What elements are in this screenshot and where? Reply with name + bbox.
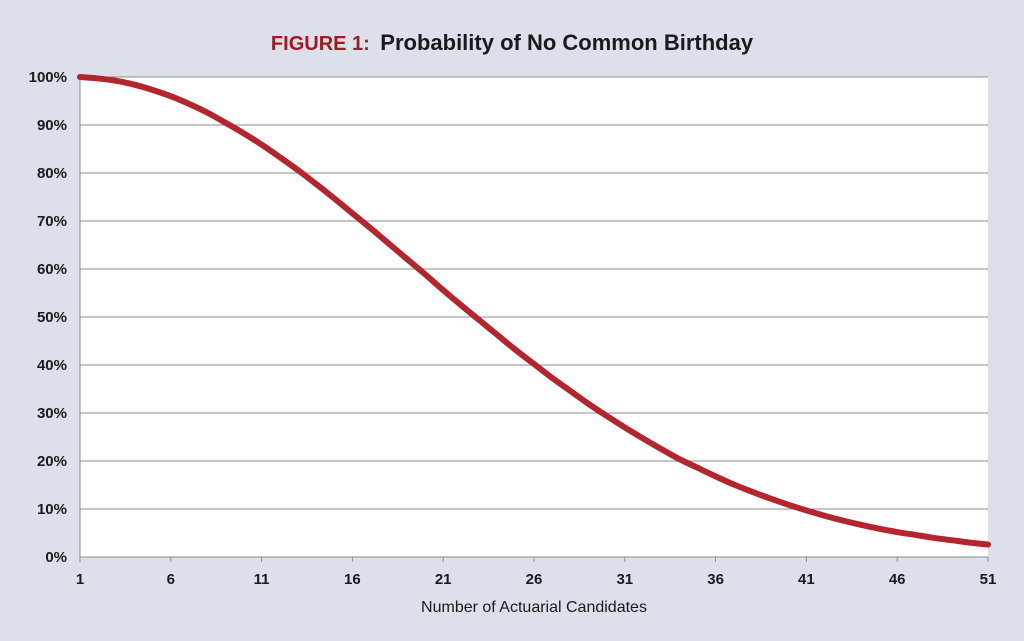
y-tick-label: 50% [37, 309, 67, 326]
y-tick-label: 80% [37, 165, 67, 182]
y-tick-label: 40% [37, 357, 67, 374]
y-axis-ticks: 0% 10% 20% 30% 40% 50% 60% 70% 80% 90% 100% [29, 69, 67, 566]
x-tick-label: 11 [254, 571, 270, 588]
chart-title: FIGURE 1: Probability of No Common Birth… [271, 30, 754, 55]
y-tick-label: 60% [37, 261, 67, 278]
x-tick-label: 16 [344, 571, 361, 588]
y-tick-label: 70% [37, 213, 67, 230]
series-line-probability [77, 74, 991, 548]
y-tick-label: 90% [37, 117, 67, 134]
x-tick-label: 46 [889, 571, 906, 588]
x-tick-label: 36 [707, 571, 724, 588]
x-axis-title: Number of Actuarial Candidates [421, 599, 647, 616]
x-tick-label: 26 [526, 571, 543, 588]
x-tick-label: 41 [798, 571, 815, 588]
x-tick-label: 21 [435, 571, 452, 588]
y-tick-label: 0% [45, 549, 67, 566]
x-tick-label: 6 [167, 571, 175, 588]
x-tick-label: 31 [616, 571, 633, 588]
x-tick-label: 51 [980, 571, 997, 588]
grid-lines [79, 76, 988, 558]
x-axis-ticks: 1 6 11 16 21 26 31 36 41 46 51 [76, 557, 997, 588]
x-tick-label: 1 [76, 571, 84, 588]
y-tick-label: 10% [37, 501, 67, 518]
y-tick-label: 30% [37, 405, 67, 422]
chart-title-main: Probability of No Common Birthday [380, 30, 754, 55]
y-tick-label: 100% [29, 69, 67, 86]
chart-title-prefix: FIGURE 1: [271, 33, 370, 55]
y-tick-label: 20% [37, 453, 67, 470]
